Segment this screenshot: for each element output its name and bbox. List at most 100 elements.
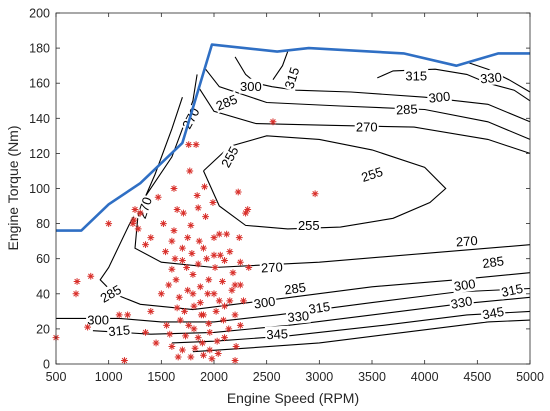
operating-point	[200, 351, 207, 359]
contour-label-315: 315	[280, 64, 302, 92]
operating-point	[226, 248, 234, 256]
contour-label-text: 345	[481, 304, 505, 323]
y-tick-label: 100	[29, 182, 50, 196]
y-tick-label: 40	[36, 287, 50, 301]
operating-point	[204, 290, 212, 298]
operating-point	[73, 278, 81, 285]
operating-point	[221, 302, 228, 310]
contour-label-text: 270	[455, 233, 478, 249]
x-axis-label: Engine Speed (RPM)	[227, 390, 359, 406]
operating-point	[242, 209, 249, 217]
operating-point	[216, 251, 224, 259]
max-torque-line	[56, 43, 530, 232]
y-tick-label: 200	[29, 7, 50, 21]
contour-label-255: 255	[296, 217, 321, 233]
y-tick-label: 180	[29, 42, 50, 56]
operating-point	[221, 334, 228, 342]
contour-label-330: 330	[285, 307, 311, 325]
operating-point	[221, 257, 228, 264]
operating-point	[244, 206, 252, 213]
operating-point	[208, 355, 216, 363]
x-tick-label: 1500	[147, 370, 175, 384]
y-tick-label: 160	[29, 77, 50, 91]
contour-label-330: 330	[448, 292, 475, 312]
operating-point	[174, 353, 182, 361]
contour-label-300: 300	[238, 78, 263, 94]
contour-line-300	[234, 56, 531, 123]
y-tick-label: 80	[36, 217, 50, 231]
operating-point	[234, 188, 242, 196]
contour-label-345: 345	[264, 325, 290, 342]
contour-label-text: 315	[108, 322, 131, 339]
contour-label-270: 270	[354, 119, 379, 135]
contour-label-300: 300	[86, 312, 111, 328]
contour-label-text: 315	[281, 65, 302, 90]
operating-point	[200, 244, 207, 252]
operating-point	[189, 290, 197, 298]
operating-point	[147, 234, 155, 242]
contour-line-330	[171, 310, 531, 344]
x-tick-label: 4000	[411, 370, 439, 384]
contour-label-255: 255	[358, 163, 386, 185]
operating-point	[179, 346, 186, 354]
contour-line-255	[202, 135, 447, 230]
contour-line-270	[134, 97, 531, 269]
operating-point	[269, 118, 277, 126]
contour-line-345	[192, 319, 531, 353]
operating-point	[186, 167, 194, 175]
contour-label-text: 300	[87, 313, 109, 328]
operating-point	[225, 325, 233, 333]
operating-point	[130, 216, 138, 224]
operating-point	[202, 213, 209, 220]
operating-point	[215, 230, 223, 238]
operating-point	[136, 209, 144, 217]
operating-point	[205, 320, 213, 328]
operating-point	[228, 286, 236, 294]
operating-point	[211, 264, 219, 271]
contour-label-text: 285	[283, 280, 307, 298]
contour-label-text: 255	[359, 164, 384, 185]
operating-point	[87, 272, 95, 280]
y-axis-ticks: 0 20 40 60 80 100 120 140 160 180 200	[29, 7, 530, 372]
operating-point	[184, 234, 192, 242]
operating-point	[147, 307, 155, 315]
operating-point	[184, 286, 192, 294]
operating-point	[134, 225, 142, 233]
contour-label-270: 270	[259, 258, 285, 276]
contour-label-text: 330	[450, 293, 474, 312]
contour-label-text: 300	[453, 276, 477, 294]
operating-point	[179, 257, 186, 264]
contour-label-285: 285	[282, 278, 308, 298]
contour-label-text: 330	[480, 69, 503, 86]
operating-point	[166, 330, 174, 338]
operating-point	[189, 271, 197, 278]
operating-point	[209, 199, 217, 206]
operating-point	[311, 190, 319, 198]
contour-label-285: 285	[480, 252, 506, 271]
operating-point	[231, 281, 239, 289]
operating-point	[206, 329, 214, 336]
y-axis-label: Engine Torque (Nm)	[5, 125, 21, 250]
y-tick-label: 60	[36, 252, 50, 266]
operating-point	[191, 344, 199, 352]
contour-label-315: 315	[498, 279, 526, 300]
contour-label-text: 300	[240, 79, 262, 94]
operating-point	[162, 248, 169, 256]
contour-label-315: 315	[306, 298, 333, 317]
operating-point	[168, 237, 176, 245]
operating-point	[105, 220, 113, 227]
operating-point	[72, 290, 80, 298]
operating-point	[84, 323, 91, 331]
operating-point	[185, 141, 193, 149]
operating-point	[226, 297, 234, 305]
operating-point	[236, 281, 244, 289]
operating-point	[231, 357, 239, 364]
y-tick-label: 120	[29, 147, 50, 161]
max-torque-curve	[56, 43, 530, 232]
contour-label-text: 270	[261, 259, 283, 275]
operating-point	[200, 311, 207, 319]
operating-point	[212, 307, 220, 315]
contour-label-text: 300	[253, 294, 277, 312]
contour-label-345: 345	[479, 303, 507, 323]
